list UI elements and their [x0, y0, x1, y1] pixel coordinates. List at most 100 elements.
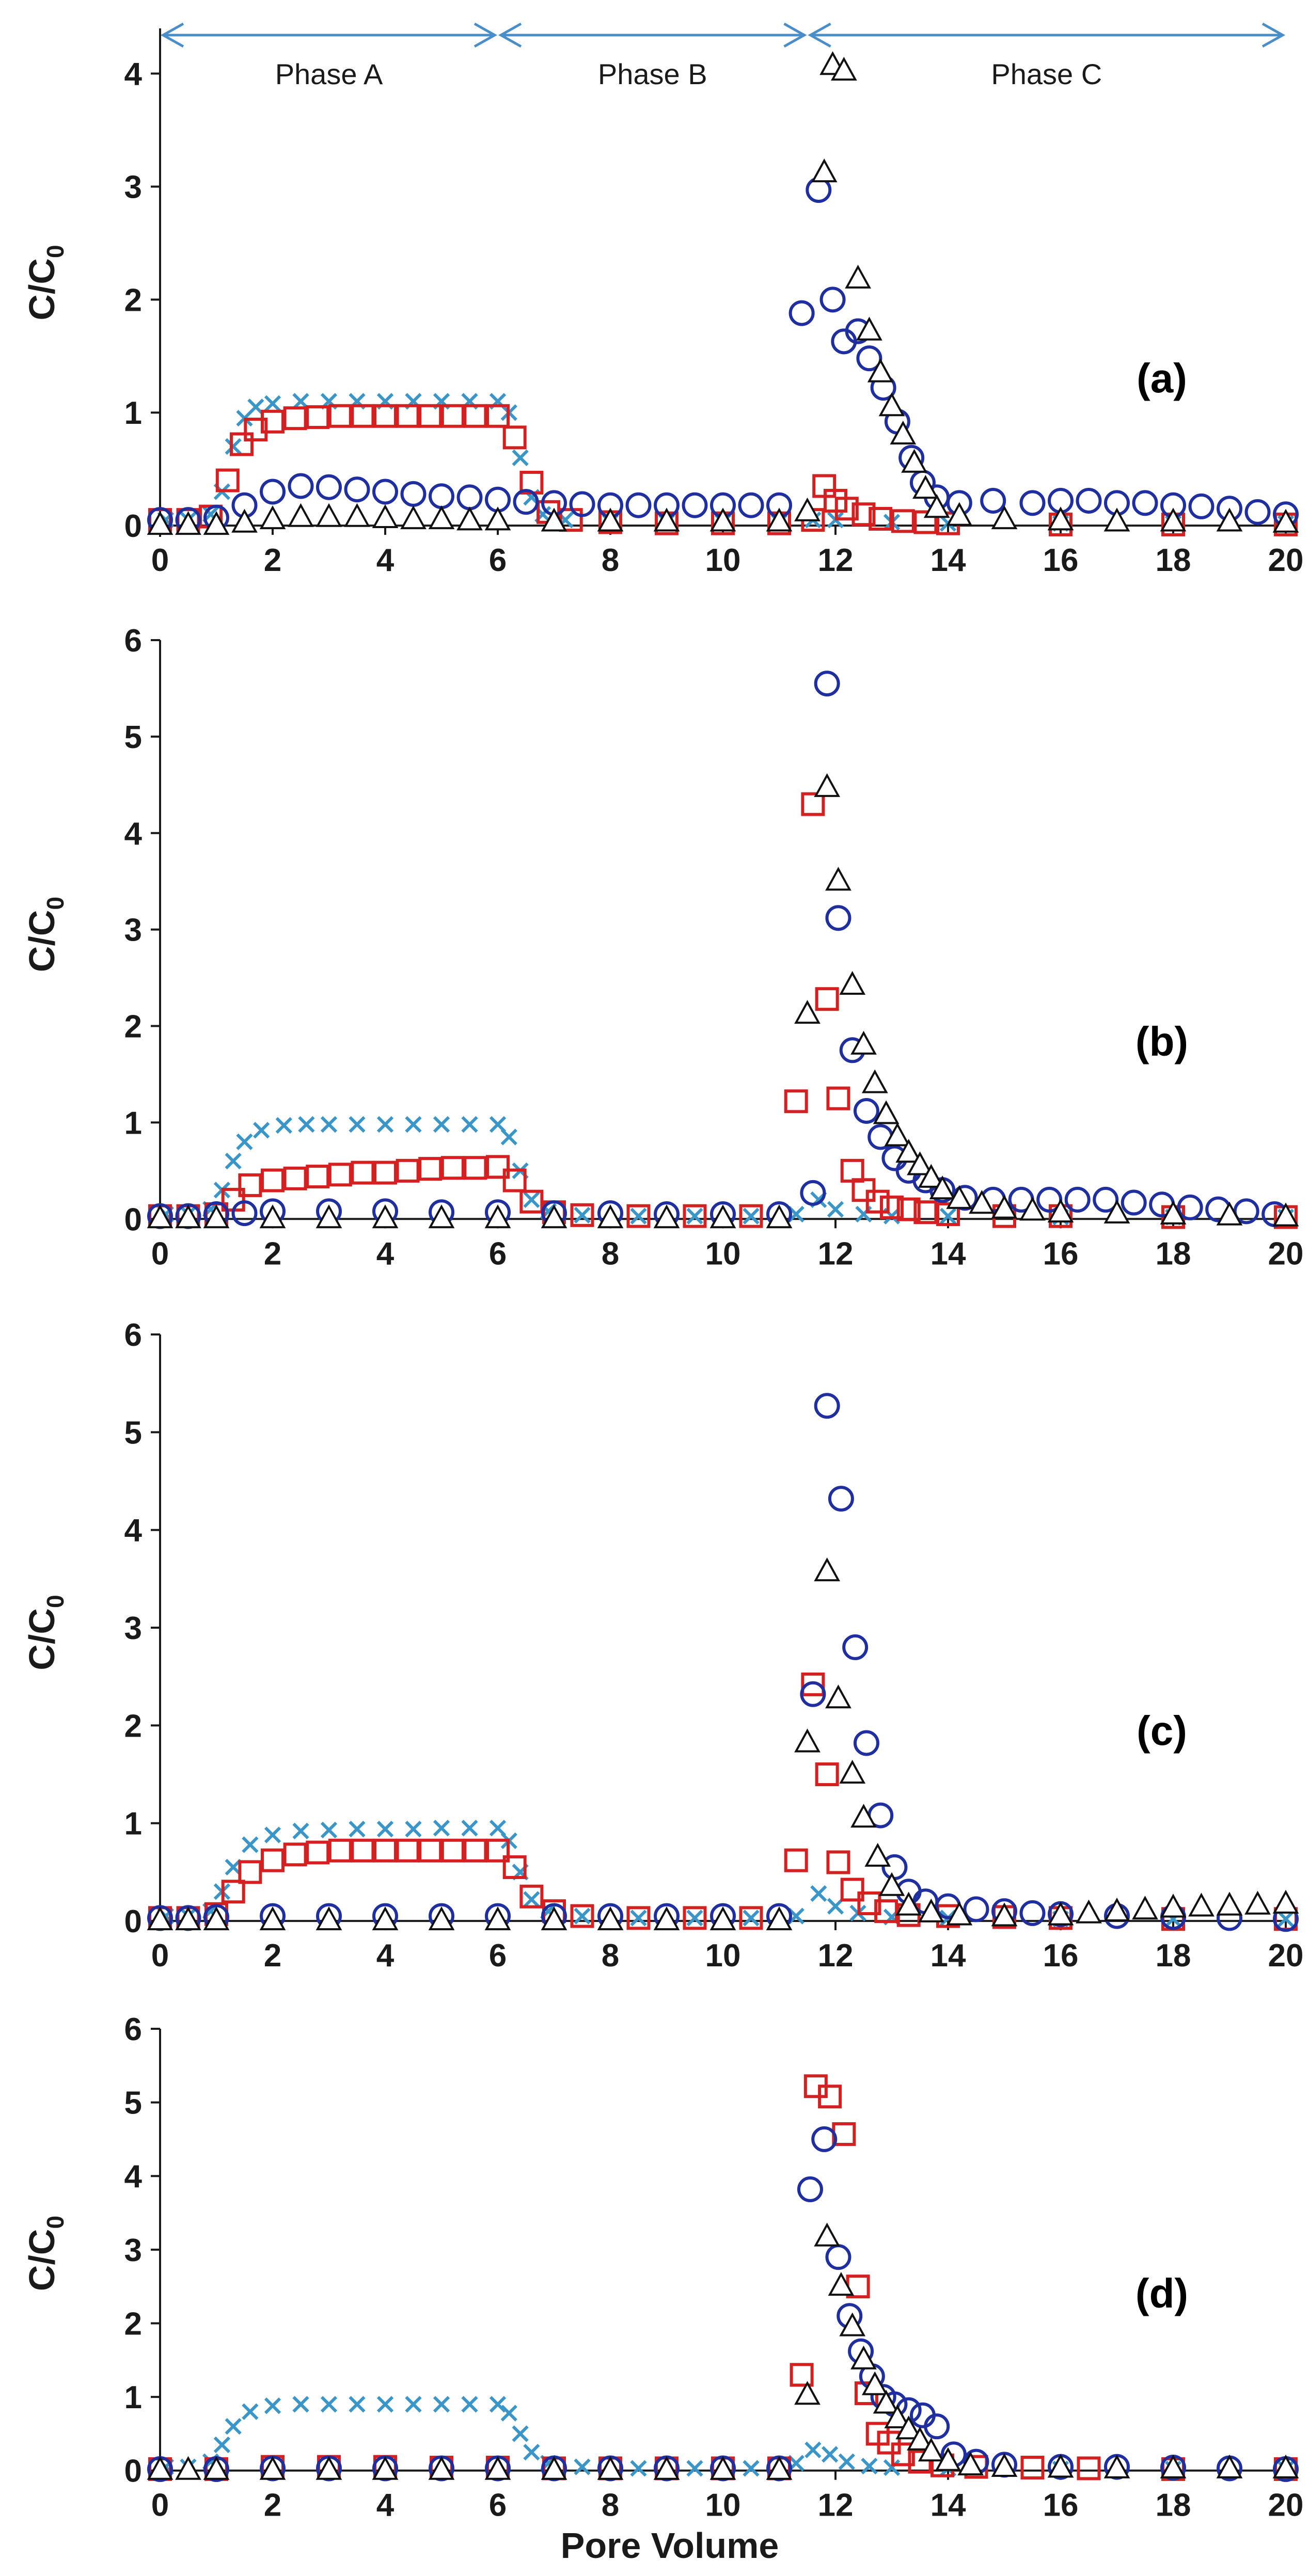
panel-label: (a): [1137, 355, 1187, 401]
x-tick-label: 16: [1043, 1236, 1079, 1271]
y-tick-label: 3: [124, 913, 142, 948]
data-point-square: [396, 404, 420, 428]
y-tick-label: 0: [124, 508, 142, 544]
data-point-triangle: [1216, 1891, 1243, 1916]
data-point-cross: [787, 1907, 805, 1925]
data-point-cross: [805, 2441, 822, 2458]
phase-arrow-head-left: [160, 22, 184, 48]
data-point-triangle: [316, 1204, 342, 1229]
phase-arrow-head-right: [1261, 22, 1286, 48]
data-point-cross: [242, 1836, 259, 1853]
data-point-triangle: [1047, 1198, 1074, 1223]
data-point-circle: [1244, 499, 1271, 525]
phase-arrow-1: Phase A: [160, 22, 498, 90]
y-axis-label: C/C0: [22, 2216, 69, 2291]
x-tick-label: 6: [489, 2488, 507, 2523]
data-point-circle: [288, 473, 314, 499]
x-tick-label: 12: [818, 2488, 854, 2523]
x-tick-label: 8: [602, 1938, 619, 1974]
data-point-cross: [743, 2460, 760, 2477]
series-circle: [147, 1393, 1299, 1932]
data-point-triangle: [907, 1151, 933, 1175]
data-point-square: [570, 1203, 594, 1227]
data-point-square: [418, 404, 443, 428]
data-point-triangle: [316, 2456, 342, 2480]
y-tick-label: 2: [124, 1708, 142, 1744]
y-tick-label: 0: [124, 1202, 142, 1237]
data-point-triangle: [1216, 1201, 1243, 1226]
phase-arrow-3: Phase C: [808, 22, 1286, 90]
data-point-square: [373, 404, 397, 428]
data-point-triangle: [794, 2381, 821, 2405]
data-point-circle: [260, 479, 286, 505]
data-point-triangle: [203, 2456, 230, 2480]
data-point-cross: [320, 1116, 338, 1133]
x-tick-label: 0: [151, 1236, 169, 1271]
series-square: [148, 792, 1298, 1229]
data-point-triangle: [912, 474, 939, 499]
data-point-cross: [349, 1116, 366, 1133]
data-point-triangle: [653, 1906, 680, 1931]
data-point-cross: [225, 1153, 242, 1170]
data-point-triangle: [231, 508, 258, 533]
data-point-cross: [461, 1820, 478, 1837]
data-point-triangle: [867, 358, 894, 383]
data-point-square: [373, 1160, 397, 1185]
data-point-square: [486, 1155, 510, 1179]
data-point-square: [869, 506, 893, 531]
y-tick-label: 5: [124, 2086, 142, 2121]
data-point-triangle: [918, 1164, 944, 1188]
data-point-triangle: [428, 505, 455, 530]
data-point-square: [851, 502, 876, 527]
data-point-triangle: [1132, 1896, 1158, 1920]
x-tick-label: 14: [931, 2488, 966, 2523]
data-point-cross: [433, 1820, 450, 1837]
data-point-triangle: [1244, 1890, 1271, 1915]
data-point-circle: [625, 492, 652, 518]
data-point-square: [834, 497, 859, 521]
data-point-triangle: [1103, 1897, 1130, 1922]
data-point-triangle: [991, 1195, 1018, 1219]
data-point-circle: [1064, 1186, 1091, 1213]
x-tick-label: 4: [376, 2488, 395, 2523]
series-triangle: [147, 2222, 1299, 2480]
data-point-triangle: [484, 1204, 511, 1229]
data-point-triangle: [1272, 508, 1299, 533]
data-point-square: [283, 1166, 307, 1190]
data-point-triangle: [597, 2456, 624, 2480]
data-point-square: [818, 2085, 842, 2109]
data-point-square: [519, 1884, 544, 1909]
data-point-square: [261, 409, 285, 434]
data-point-triangle: [850, 1804, 877, 1828]
x-tick-label: 0: [151, 543, 169, 578]
data-point-triangle: [946, 502, 973, 526]
data-point-triangle: [484, 2456, 511, 2480]
data-point-square: [238, 1173, 262, 1197]
series-triangle: [147, 773, 1299, 1229]
data-point-triangle: [1160, 1894, 1187, 1918]
data-point-square: [840, 1878, 864, 1902]
data-point-triangle: [709, 1906, 736, 1931]
data-point-circle: [963, 1896, 989, 1922]
data-point-circle: [1132, 490, 1158, 516]
data-point-circle: [429, 483, 454, 510]
data-point-cross: [827, 1898, 844, 1915]
data-point-cross: [1277, 1911, 1295, 1928]
phase-arrow-head-right: [783, 22, 807, 48]
data-point-cross: [405, 1116, 422, 1133]
data-point-triangle: [147, 1204, 174, 1229]
data-point-cross: [225, 2418, 242, 2435]
data-point-circle: [316, 474, 342, 500]
data-point-triangle: [175, 1906, 201, 1931]
data-point-cross: [213, 2436, 231, 2453]
data-point-cross: [500, 2405, 517, 2422]
y-axis-label: C/C0: [22, 245, 69, 320]
data-point-square: [502, 1855, 527, 1879]
data-point-triangle: [709, 1204, 736, 1229]
data-point-square: [739, 1906, 763, 1930]
data-point-triangle: [946, 1185, 973, 1209]
data-point-cross: [292, 393, 309, 410]
x-tick-label: 18: [1156, 543, 1191, 578]
phase-arrow-head-right: [474, 22, 498, 48]
